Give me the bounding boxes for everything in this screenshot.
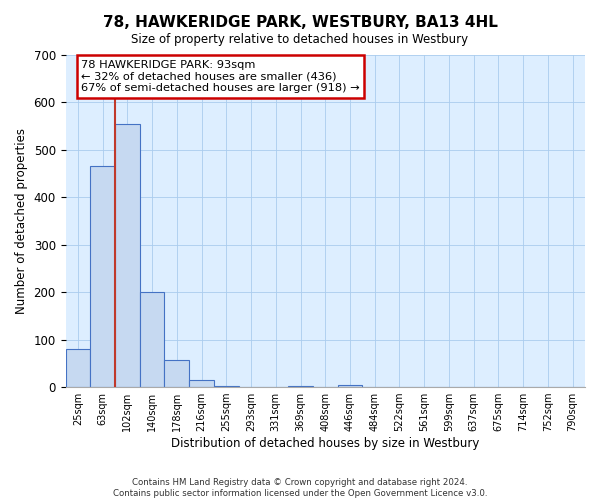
- Bar: [65, 349, 90, 387]
- Bar: [338, 384, 362, 387]
- Bar: [115, 124, 140, 387]
- Text: Contains HM Land Registry data © Crown copyright and database right 2024.
Contai: Contains HM Land Registry data © Crown c…: [113, 478, 487, 498]
- X-axis label: Distribution of detached houses by size in Westbury: Distribution of detached houses by size …: [171, 437, 479, 450]
- Bar: [164, 360, 189, 387]
- Y-axis label: Number of detached properties: Number of detached properties: [15, 128, 28, 314]
- Text: 78, HAWKERIDGE PARK, WESTBURY, BA13 4HL: 78, HAWKERIDGE PARK, WESTBURY, BA13 4HL: [103, 15, 497, 30]
- Bar: [214, 386, 239, 387]
- Bar: [189, 380, 214, 387]
- Bar: [288, 386, 313, 387]
- Text: Size of property relative to detached houses in Westbury: Size of property relative to detached ho…: [131, 32, 469, 46]
- Bar: [90, 166, 115, 387]
- Bar: [140, 292, 164, 387]
- Text: 78 HAWKERIDGE PARK: 93sqm
← 32% of detached houses are smaller (436)
67% of semi: 78 HAWKERIDGE PARK: 93sqm ← 32% of detac…: [81, 60, 360, 93]
